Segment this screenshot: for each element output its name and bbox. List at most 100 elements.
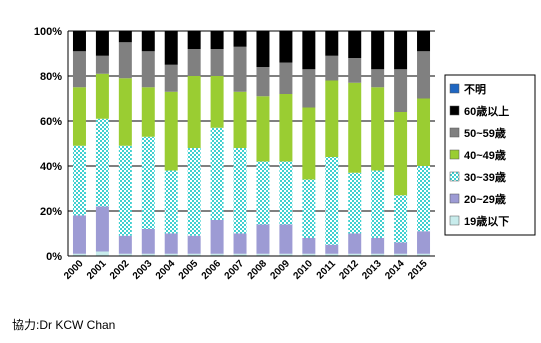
bar-segment	[302, 179, 316, 238]
bar-segment	[348, 172, 362, 234]
legend-label: 20~29歳	[464, 192, 506, 206]
x-tick-label: 2001	[85, 258, 109, 282]
bar-segment	[279, 224, 293, 254]
legend-label: 30~39歳	[464, 170, 506, 184]
legend-swatch	[449, 193, 460, 204]
axes	[67, 31, 435, 257]
bar-segment	[371, 69, 385, 88]
x-tick-label: 2015	[406, 258, 430, 282]
bar-segment	[118, 145, 132, 236]
bar-segment	[256, 161, 270, 225]
legend-swatch	[449, 215, 460, 226]
bar-segment	[141, 51, 155, 88]
y-tick-label: 60%	[40, 116, 62, 128]
bar-segment	[210, 220, 224, 254]
legend-label: 19歳以下	[464, 214, 509, 228]
bar-segment	[141, 31, 155, 52]
x-tick-label: 2011	[315, 258, 338, 281]
bar-segment	[371, 31, 385, 70]
bar-segment	[394, 69, 408, 112]
bar-segment	[348, 58, 362, 83]
x-tick-label: 2006	[200, 258, 224, 282]
y-tick-label: 80%	[40, 71, 62, 83]
legend-label: 不明	[464, 83, 486, 96]
bar-segment	[279, 161, 293, 225]
bar-segment	[118, 42, 132, 79]
bar-segment	[72, 215, 86, 254]
bar-segment	[256, 67, 270, 97]
bar-segment	[256, 31, 270, 67]
legend: 不明 60歳以上 50~59歳 40~49歳 30~39歳 20~29歳 19歳以下	[444, 74, 536, 236]
bar-segment	[164, 31, 178, 65]
bar-segment	[141, 253, 155, 256]
bar-segment	[118, 31, 132, 43]
legend-label: 60歳以上	[464, 104, 509, 118]
bar-segment	[210, 49, 224, 76]
bar-segment	[187, 253, 201, 256]
bar-segment	[302, 31, 316, 70]
bar-segment	[187, 31, 201, 49]
bar-segment	[164, 170, 178, 234]
y-tick-label: 100%	[34, 26, 62, 38]
y-tick-label: 40%	[40, 161, 62, 173]
x-axis-ticks: 2000 2001 2002 2003 2004 2005 2006 2007 2008 2009…	[62, 258, 430, 282]
legend-swatch	[449, 171, 460, 182]
bar-segment	[118, 253, 132, 256]
x-tick-label: 2000	[62, 258, 86, 282]
bar-segment	[371, 253, 385, 256]
legend-swatch	[449, 149, 460, 160]
bar-segment	[348, 253, 362, 256]
bar-segment	[302, 69, 316, 108]
bar-segment	[417, 253, 431, 256]
bar-segment	[325, 244, 339, 254]
bar-segment	[141, 136, 155, 229]
bar-segment	[417, 166, 431, 232]
bar-segment	[233, 233, 247, 254]
bar-segment	[417, 51, 431, 99]
bar-segment	[394, 195, 408, 243]
x-tick-label: 2014	[383, 258, 407, 282]
bar-segment	[256, 224, 270, 254]
bar-segment	[164, 233, 178, 254]
bar-segment	[417, 31, 431, 52]
bar-segment	[279, 253, 293, 256]
bar-segment	[210, 127, 224, 220]
bar-segment	[325, 253, 339, 256]
credit-text: 協力:Dr KCW Chan	[12, 318, 116, 332]
bar-segment	[210, 31, 224, 49]
bar-segment	[394, 242, 408, 254]
bar-segment	[72, 87, 86, 146]
x-tick-label: 2003	[131, 258, 155, 282]
bar-segment	[164, 253, 178, 256]
bar-segment	[325, 80, 339, 157]
bar-segment	[256, 253, 270, 256]
bar-segment	[256, 96, 270, 162]
bar-segment	[233, 148, 247, 234]
bar-segment	[233, 253, 247, 256]
legend-swatch	[449, 127, 460, 138]
bar-segment	[302, 253, 316, 256]
x-tick-label: 2007	[223, 258, 247, 282]
bar-segment	[394, 31, 408, 70]
bar-segment	[348, 82, 362, 173]
stacked-bar-chart: 0%20%40%60%80%100% 2000 2001 2002 2003 2004 2…	[34, 26, 536, 282]
bar-segment	[72, 145, 86, 216]
x-tick-label: 2005	[177, 258, 201, 282]
bar-segment	[95, 31, 109, 56]
x-tick-label: 2012	[337, 258, 361, 282]
bar-segment	[95, 118, 109, 207]
bar-segment	[302, 238, 316, 254]
bar-segment	[95, 73, 109, 119]
bar-segment	[164, 91, 178, 171]
bar-segment	[72, 253, 86, 256]
bar-segment	[279, 94, 293, 162]
bar-segment	[279, 62, 293, 94]
y-tick-label: 20%	[40, 206, 62, 218]
bar-segment	[371, 170, 385, 238]
bar-segment	[118, 235, 132, 254]
bar-segment	[141, 229, 155, 254]
bar-segment	[394, 112, 408, 196]
x-tick-label: 2013	[360, 258, 384, 282]
y-axis-ticks: 0% 20% 40% 60% 80% 100%	[34, 26, 62, 263]
x-tick-label: 2009	[269, 258, 293, 282]
